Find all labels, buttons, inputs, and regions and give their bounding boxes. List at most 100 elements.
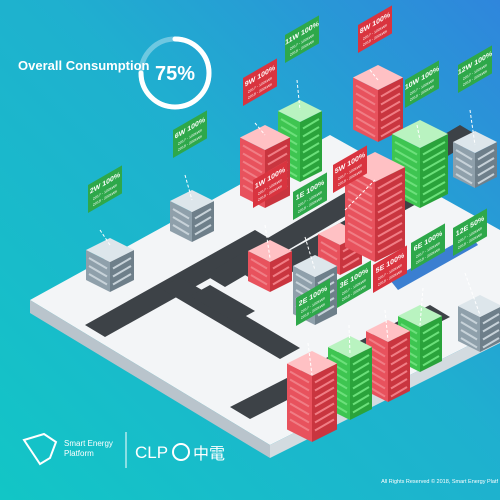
building-floor — [400, 323, 418, 335]
building-floor — [380, 124, 401, 138]
building-floor — [380, 116, 401, 130]
tag-pointer — [369, 69, 379, 81]
building-floor — [482, 329, 500, 341]
building-floor — [314, 418, 335, 432]
building — [287, 351, 337, 442]
building-floor — [194, 208, 212, 220]
building-floor — [380, 108, 401, 122]
building-floor — [250, 258, 268, 270]
tag-pointer — [254, 122, 266, 136]
building-top — [278, 100, 322, 122]
building — [353, 65, 403, 142]
building-floor — [394, 141, 418, 156]
building-floor — [347, 190, 373, 206]
tag-pointer — [464, 272, 481, 316]
building-floor — [377, 230, 403, 246]
building-floor — [390, 346, 408, 358]
building-floor — [380, 100, 401, 114]
building-floor — [422, 141, 446, 156]
building — [398, 305, 442, 372]
brand: Platform — [64, 449, 94, 458]
building-floor — [422, 347, 440, 359]
building-floor — [242, 152, 263, 166]
tag-box — [333, 145, 367, 193]
building-floor — [289, 386, 310, 400]
building — [392, 120, 448, 208]
building-floor — [355, 84, 376, 98]
building-top — [366, 320, 410, 342]
building-floor — [320, 249, 338, 261]
building-floor — [347, 198, 373, 214]
building-floor — [394, 157, 418, 172]
tag-pointer — [99, 229, 111, 246]
building-floor — [347, 206, 373, 222]
building-top — [293, 255, 337, 277]
building-floor — [172, 224, 190, 236]
building-floor — [352, 386, 370, 398]
building-floor — [377, 190, 403, 206]
building-floor — [380, 84, 401, 98]
building-floor — [302, 158, 320, 170]
tag-pointer — [296, 79, 301, 111]
building — [366, 320, 410, 402]
building-floor — [347, 230, 373, 246]
ring-progress — [138, 36, 212, 110]
building-floor — [377, 174, 403, 190]
tag-box — [88, 165, 122, 213]
building-floor — [342, 257, 360, 269]
building-floor — [330, 354, 348, 366]
building-floor — [272, 274, 290, 286]
building-floor — [289, 378, 310, 392]
tag-box — [296, 278, 330, 326]
building-top — [287, 351, 337, 376]
partner-logo — [172, 443, 190, 461]
building-floor — [88, 265, 108, 278]
building-floor — [347, 214, 373, 230]
building-floor — [482, 321, 500, 333]
building — [170, 190, 214, 242]
building-floor — [422, 149, 446, 164]
building-floor — [390, 386, 408, 398]
building-floor — [242, 160, 263, 174]
building-floor — [302, 142, 320, 154]
building-floor — [250, 266, 268, 278]
building-floor — [289, 370, 310, 384]
building-floor — [455, 149, 473, 161]
building-floor — [347, 238, 373, 254]
copyright: All Rights Reserved © 2018, Smart Energy… — [381, 478, 498, 485]
building-floor — [267, 152, 288, 166]
building-floor — [380, 92, 401, 106]
building-floor — [422, 331, 440, 343]
building-floor — [272, 258, 290, 270]
building-floor — [289, 402, 310, 416]
building-floor — [390, 354, 408, 366]
tag-pointer — [469, 109, 476, 146]
building-top — [398, 305, 442, 327]
tag-box — [173, 110, 207, 158]
building-floor — [172, 216, 190, 228]
building-floor — [320, 241, 338, 253]
building-floor — [295, 281, 313, 293]
building-floor — [377, 214, 403, 230]
building-floor — [377, 206, 403, 222]
building-floor — [422, 157, 446, 172]
building-floor — [302, 150, 320, 162]
tag-box — [373, 245, 407, 293]
building — [86, 238, 134, 292]
building-floor — [302, 134, 320, 146]
building-floor — [477, 149, 495, 161]
building-floor — [194, 216, 212, 228]
building-floor — [352, 354, 370, 366]
building-floor — [317, 305, 335, 317]
building-floor — [390, 338, 408, 350]
building-floor — [477, 165, 495, 177]
building-floor — [394, 149, 418, 164]
title: Overall Consumption — [18, 58, 150, 73]
building-floor — [422, 323, 440, 335]
building-floor — [352, 394, 370, 406]
building-top — [86, 238, 134, 262]
building-floor — [352, 370, 370, 382]
